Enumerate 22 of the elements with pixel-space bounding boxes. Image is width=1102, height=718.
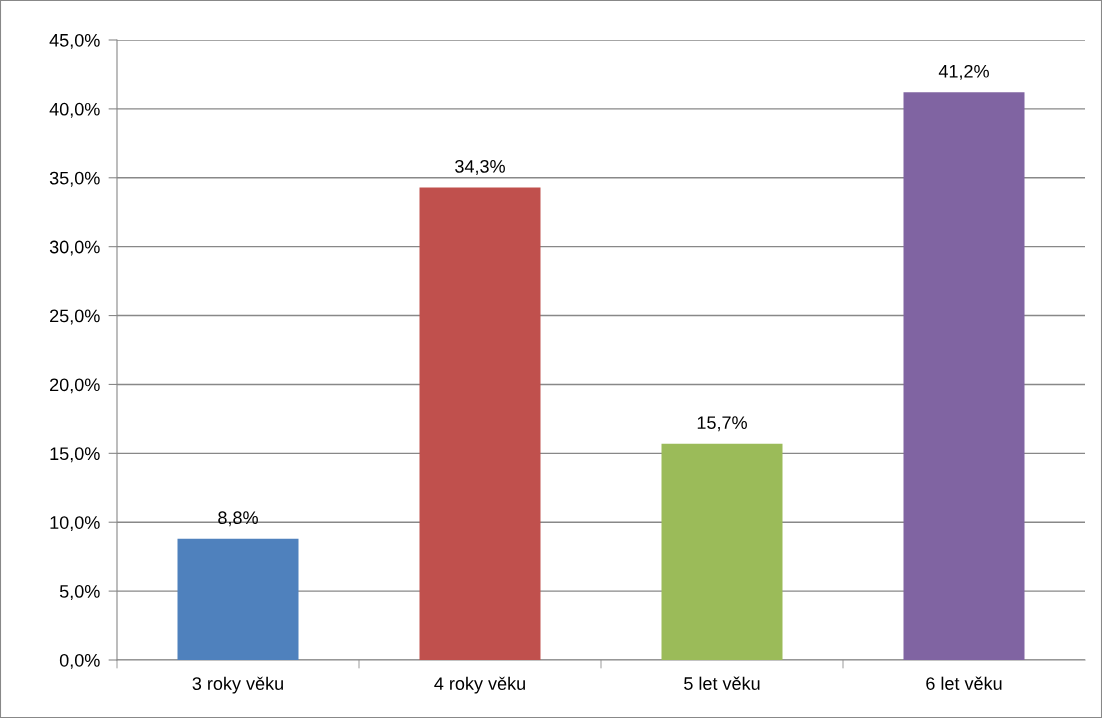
x-tick-label: 4 roky věku: [434, 676, 525, 694]
x-tick-label: 6 let věku: [926, 676, 1002, 690]
bar: [419, 187, 541, 660]
y-tick-label: 15,0%: [50, 447, 100, 463]
bar: [903, 92, 1025, 660]
data-label: 41,2%: [938, 64, 989, 80]
bar: [661, 443, 783, 660]
x-tick-label: 5 let věku: [684, 676, 760, 690]
y-tick-label: 0,0%: [59, 653, 100, 669]
data-label: 15,7%: [697, 416, 747, 432]
x-tick-label: 3 roky věku: [192, 676, 283, 694]
y-tick-label: 35,0%: [49, 171, 100, 187]
y-tick-label: 5,0%: [59, 585, 100, 600]
y-tick-label: 45,0%: [49, 33, 100, 49]
y-tick-label: 10,0%: [50, 516, 100, 532]
y-tick-label: 25,0%: [50, 309, 100, 325]
y-tick-label: 40,0%: [49, 102, 100, 118]
y-tick-label: 20,0%: [50, 378, 100, 394]
data-label: 8,8%: [218, 511, 258, 527]
data-label: 34,3%: [455, 159, 505, 175]
bar: [177, 538, 299, 660]
y-tick-label: 30,0%: [49, 240, 100, 256]
